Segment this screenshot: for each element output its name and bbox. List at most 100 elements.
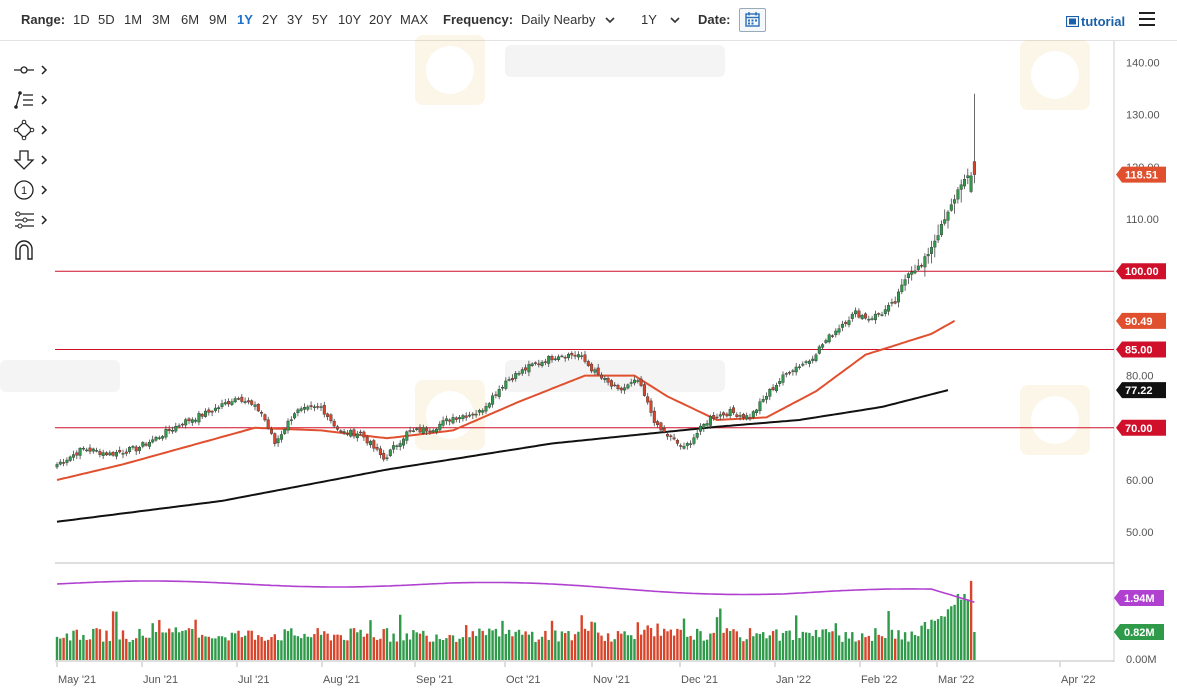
candle-body (966, 175, 970, 178)
candle-body (778, 381, 782, 384)
price-tick-1: 130.00 (1126, 110, 1160, 122)
tutorial-link[interactable]: tutorial (1065, 14, 1125, 29)
range-3m[interactable]: 3M (152, 12, 171, 27)
volume-bar (950, 606, 953, 660)
candle (847, 316, 851, 328)
candle-body (725, 413, 729, 417)
range-3y[interactable]: 3Y (287, 12, 303, 27)
candle-body (296, 409, 300, 414)
candle (428, 428, 432, 435)
volume-bar (646, 625, 649, 660)
candle (481, 408, 485, 416)
candle (154, 435, 158, 442)
magnet-tool[interactable] (12, 238, 52, 262)
svg-text:1: 1 (21, 185, 27, 197)
date-label-4: Sep '21 (416, 674, 453, 686)
candle-body (824, 340, 828, 343)
volume-bar (207, 636, 210, 660)
range-20y[interactable]: 20Y (369, 12, 393, 27)
volume-bar (491, 630, 494, 660)
candle-body (65, 459, 69, 463)
price-label-text: 77.22 (1125, 385, 1153, 397)
volume-bar (290, 628, 293, 660)
volume-bar (484, 635, 488, 660)
candle-body (943, 219, 947, 224)
volume-bar (758, 633, 762, 660)
frequency-value: Daily Nearby (521, 12, 596, 27)
fibonacci-tool[interactable] (12, 208, 52, 232)
candle (524, 364, 528, 375)
range-1d[interactable]: 1D (73, 12, 90, 27)
candle (121, 449, 125, 459)
candle-body (623, 387, 627, 391)
range-1m[interactable]: 1M (124, 12, 143, 27)
candle (765, 392, 769, 404)
candle (266, 416, 270, 430)
candle-body (811, 358, 815, 361)
arrow-tool[interactable] (12, 148, 52, 172)
candle (448, 418, 452, 426)
candle-body (147, 442, 151, 447)
candle (273, 432, 277, 447)
volume-bar (174, 627, 177, 660)
hamburger-menu-icon[interactable] (1139, 12, 1155, 26)
volume-bar (372, 637, 375, 660)
price-label-box (1116, 419, 1166, 436)
candle (596, 363, 600, 376)
crosshair-tool[interactable] (12, 58, 52, 82)
date-picker-button[interactable] (739, 8, 766, 32)
volume-bar (379, 638, 382, 660)
volume-bar (346, 640, 349, 660)
candle-body (675, 440, 679, 444)
trend-lines-tool[interactable] (12, 88, 52, 112)
candle-body (431, 430, 435, 433)
range-2y[interactable]: 2Y (262, 12, 278, 27)
candle (534, 361, 538, 366)
volume-bar (639, 634, 643, 660)
range-5y[interactable]: 5Y (312, 12, 328, 27)
candle (916, 259, 920, 271)
candle (675, 438, 679, 447)
candle (517, 370, 521, 376)
candle-body (501, 386, 505, 389)
candle (906, 272, 910, 285)
shapes-tool[interactable] (12, 118, 52, 142)
range-1y[interactable]: 1Y (237, 12, 253, 27)
candle-body (814, 354, 818, 361)
volume-bar (181, 630, 184, 660)
range-5d[interactable]: 5D (98, 12, 115, 27)
candle-body (573, 354, 577, 357)
candle (250, 399, 254, 406)
volume-bar (887, 611, 890, 660)
price-label-5: 70.00 (1116, 419, 1166, 436)
candle (114, 449, 118, 460)
range-6m[interactable]: 6M (181, 12, 200, 27)
number-marker-tool[interactable]: 1 (12, 178, 52, 202)
price-label-2: 90.49 (1116, 312, 1166, 329)
candle-body (246, 400, 250, 403)
candle-body (458, 417, 462, 420)
candle (840, 320, 844, 332)
volume-bar (966, 599, 969, 660)
range-10y[interactable]: 10Y (338, 12, 362, 27)
volume-bar (900, 639, 903, 660)
candle-body (583, 354, 587, 362)
frequency-dropdown[interactable]: Daily Nearby (521, 12, 615, 27)
volume-bar (349, 628, 352, 660)
volume-bar (590, 621, 593, 660)
range-9m[interactable]: 9M (209, 12, 228, 27)
volume-bar (606, 633, 610, 660)
candle (137, 445, 141, 454)
date-label-0: May '21 (58, 674, 96, 686)
candle-body (345, 432, 349, 435)
period-dropdown[interactable]: 1Y (641, 12, 680, 27)
candle (570, 351, 574, 360)
candle-body (121, 453, 125, 455)
candle (794, 363, 798, 376)
range-max[interactable]: MAX (400, 12, 429, 27)
candle-body (722, 412, 726, 416)
volume-bar (474, 635, 478, 660)
volume-bar (366, 633, 369, 660)
candle (897, 288, 901, 308)
